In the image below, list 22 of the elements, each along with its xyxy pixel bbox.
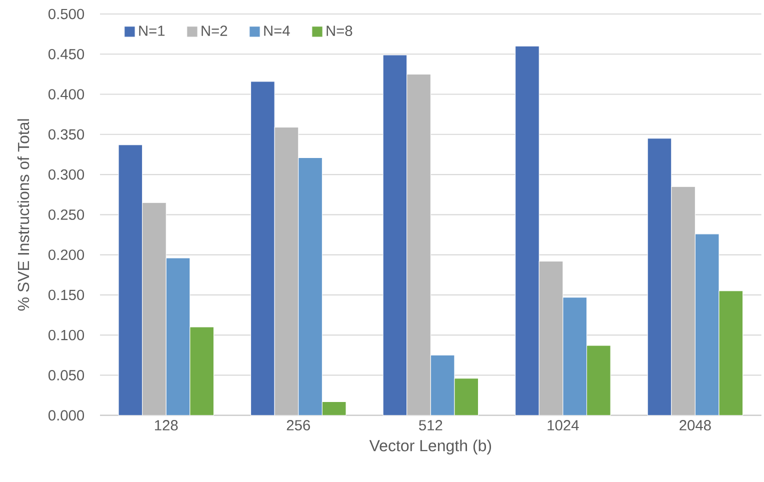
y-tick-label: 0.000 xyxy=(48,410,84,421)
x-tick-label: 2048 xyxy=(680,420,711,430)
x-tick-label: 256 xyxy=(286,420,310,430)
legend-label: N=8 xyxy=(326,26,352,36)
x-tick-label: 512 xyxy=(419,420,442,430)
x-tick-label: 128 xyxy=(155,420,178,430)
y-tick-label: 0.150 xyxy=(48,290,84,300)
y-axis-title: % SVE Instructions of Total xyxy=(17,119,30,311)
legend-label: N=2 xyxy=(202,26,228,36)
y-tick-label: 0.250 xyxy=(48,209,84,220)
legend-label: N=4 xyxy=(264,26,290,36)
y-tick-label: 0.450 xyxy=(48,48,84,60)
y-tick-label: 0.100 xyxy=(48,330,84,340)
x-axis-title: Vector Length (b) xyxy=(369,440,492,454)
y-tick-label: 0.350 xyxy=(48,129,84,140)
y-tick-label: 0.400 xyxy=(48,89,84,100)
x-tick-label: 1024 xyxy=(548,420,579,430)
y-tick-label: 0.050 xyxy=(48,370,84,380)
legend-label: N=1 xyxy=(139,26,165,36)
y-tick-label: 0.500 xyxy=(48,8,84,20)
y-tick-label: 0.300 xyxy=(48,169,84,180)
y-tick-label: 0.200 xyxy=(48,250,84,260)
